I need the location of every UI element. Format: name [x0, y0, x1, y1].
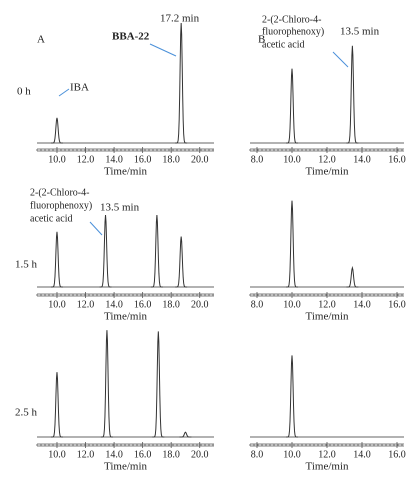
annotation: 17.2 min [160, 13, 200, 25]
x-tick-label: 12.0 [77, 154, 95, 165]
x-tick-label: 8.0 [251, 299, 264, 310]
peak [286, 68, 298, 144]
arrow [332, 51, 349, 68]
x-tick-label: 18.0 [162, 299, 180, 310]
x-tick-label: 18.0 [162, 449, 180, 460]
row-label: 2.5 h [15, 407, 38, 419]
x-tick-label: 12.0 [318, 299, 336, 310]
row-label: 1.5 h [15, 259, 38, 271]
peak [175, 236, 188, 288]
annotation: 13.5 min [340, 26, 380, 38]
x-tick-label: 16.0 [388, 299, 406, 310]
x-tick-label: 16.0 [134, 449, 152, 460]
x-tick-label: 20.0 [191, 449, 209, 460]
arrow [89, 221, 103, 236]
peak [50, 231, 63, 288]
arrow [149, 43, 177, 57]
x-tick-label: 14.0 [353, 449, 371, 460]
x-tick-label: 12.0 [77, 299, 95, 310]
x-axis-label: Time/min [104, 166, 147, 178]
x-tick-label: 16.0 [388, 449, 406, 460]
peak [175, 22, 188, 144]
x-tick-label: 10.0 [48, 449, 66, 460]
arrow [58, 88, 70, 97]
peak [50, 117, 63, 144]
peak [346, 265, 359, 288]
x-tick-label: 12.0 [318, 449, 336, 460]
peak [286, 200, 298, 288]
x-tick-label: 16.0 [388, 154, 406, 165]
panel-label: B [258, 34, 265, 46]
peak [50, 372, 63, 438]
peak [99, 214, 112, 288]
annotation: 2-(2-Chloro-4- [262, 14, 321, 25]
peak [100, 330, 113, 438]
x-tick-label: 10.0 [283, 449, 301, 460]
peak [150, 214, 163, 288]
row-label: 0 h [17, 86, 31, 98]
x-tick-label: 14.0 [353, 299, 371, 310]
peak [286, 355, 298, 438]
x-tick-label: 8.0 [251, 449, 264, 460]
annotation: fluorophenoxy) [30, 200, 92, 211]
x-tick-label: 16.0 [134, 154, 152, 165]
x-tick-label: 20.0 [191, 154, 209, 165]
x-tick-label: 20.0 [191, 299, 209, 310]
x-axis-label: Time/min [306, 461, 349, 473]
x-tick-label: 10.0 [48, 299, 66, 310]
peak [346, 45, 359, 144]
x-tick-label: 14.0 [105, 154, 123, 165]
peak [152, 331, 165, 438]
annotation: acetic acid [262, 39, 304, 50]
x-tick-label: 14.0 [353, 154, 371, 165]
annotation: 13.5 min [100, 202, 140, 214]
x-tick-label: 8.0 [251, 154, 264, 165]
x-tick-label: 16.0 [134, 299, 152, 310]
x-axis-label: Time/min [104, 311, 147, 323]
x-tick-label: 12.0 [318, 154, 336, 165]
x-axis-label: Time/min [104, 461, 147, 473]
annotation: acetic acid [30, 213, 72, 224]
peak [179, 431, 192, 438]
x-axis-label: Time/min [306, 166, 349, 178]
annotation: 2-(2-Chloro-4- [30, 187, 89, 198]
panel-label: A [37, 34, 45, 46]
annotation: IBA [70, 82, 89, 94]
x-tick-label: 10.0 [283, 154, 301, 165]
x-tick-label: 14.0 [105, 299, 123, 310]
x-tick-label: 18.0 [162, 154, 180, 165]
x-tick-label: 12.0 [77, 449, 95, 460]
x-axis-label: Time/min [306, 311, 349, 323]
x-tick-label: 10.0 [48, 154, 66, 165]
x-tick-label: 10.0 [283, 299, 301, 310]
annotation: fluorophenoxy) [262, 26, 324, 37]
annotation: BBA-22 [112, 31, 150, 43]
x-tick-label: 14.0 [105, 449, 123, 460]
